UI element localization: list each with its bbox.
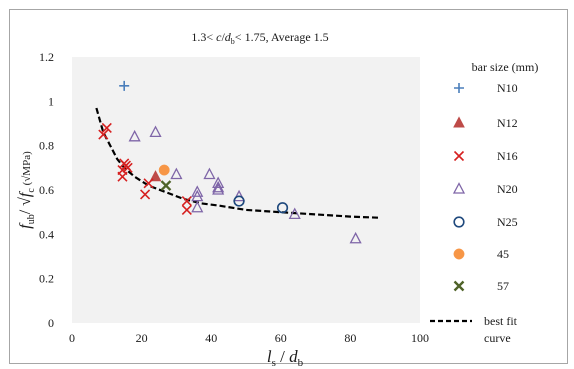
legend-marker-45 bbox=[453, 248, 465, 260]
data-point-n20 bbox=[191, 185, 204, 197]
legend-label-n10: N10 bbox=[497, 81, 518, 95]
legend-label-57: 57 bbox=[497, 279, 509, 293]
legend-label-best-fit-curve: curve bbox=[484, 331, 511, 345]
legend-label-n25: N25 bbox=[497, 215, 518, 229]
x-tick-label: 20 bbox=[136, 331, 148, 345]
y-tick-label: 0.8 bbox=[39, 139, 54, 153]
x-tick-label: 0 bbox=[69, 331, 75, 345]
chart-title: 1.3< c/db< 1.75, Average 1.5 bbox=[191, 30, 328, 46]
legend-label-45: 45 bbox=[497, 247, 509, 261]
data-point-n20 bbox=[170, 167, 183, 180]
plot-area bbox=[72, 57, 420, 323]
x-axis-label: ls / db bbox=[267, 347, 304, 369]
legend-marker-n10 bbox=[454, 83, 464, 93]
data-point-n16 bbox=[181, 204, 192, 216]
data-point-n20 bbox=[288, 207, 301, 220]
data-point-n20 bbox=[191, 189, 204, 202]
legend-marker-57 bbox=[453, 280, 465, 292]
data-point-n20 bbox=[212, 180, 225, 193]
x-tick-label: 60 bbox=[275, 331, 287, 345]
data-points bbox=[98, 80, 362, 244]
y-axis-label: fub/ √fc (√MPa) bbox=[17, 151, 37, 229]
data-point-n16 bbox=[143, 178, 154, 189]
best-fit-curve-line bbox=[95, 107, 379, 219]
legend-title: bar size (mm) bbox=[472, 60, 539, 74]
y-tick-label: 0.2 bbox=[39, 272, 54, 286]
best-fit-curve bbox=[95, 107, 379, 219]
y-tick-label: 0.4 bbox=[39, 227, 54, 241]
legend-label-n20: N20 bbox=[497, 182, 518, 196]
y-tick-label: 1.2 bbox=[39, 50, 54, 64]
data-point-n20 bbox=[128, 129, 141, 142]
data-point-n20 bbox=[191, 200, 204, 213]
legend-label-best-fit: best fit bbox=[484, 314, 518, 328]
data-point-n12 bbox=[149, 170, 162, 182]
data-point-n20 bbox=[232, 189, 246, 202]
data-point-n16 bbox=[140, 189, 151, 200]
data-point-n25 bbox=[233, 195, 245, 207]
x-tick-label: 80 bbox=[344, 331, 356, 345]
legend-marker-n12 bbox=[453, 116, 465, 128]
y-tick-label: 0 bbox=[48, 316, 54, 330]
data-point-n20 bbox=[349, 231, 362, 244]
legend-marker-n25 bbox=[453, 216, 465, 228]
chart-border bbox=[9, 9, 568, 364]
x-tick-label: 40 bbox=[205, 331, 217, 345]
data-point-n20 bbox=[212, 183, 225, 195]
y-tick-label: 1 bbox=[48, 94, 54, 108]
data-point-n10 bbox=[119, 80, 130, 91]
x-tick-label: 100 bbox=[411, 331, 429, 345]
data-point-n16 bbox=[101, 122, 112, 133]
data-point-45 bbox=[158, 164, 170, 176]
data-point-n16 bbox=[122, 162, 133, 173]
data-point-n25 bbox=[276, 202, 289, 214]
y-axis-ticks: 0 0.2 0.4 0.6 0.8 1 1.2 bbox=[39, 50, 54, 330]
data-point-n20 bbox=[203, 167, 216, 180]
legend-marker-n16 bbox=[453, 150, 465, 162]
data-point-57 bbox=[160, 180, 172, 191]
legend: N10 N12 N16 N20 N25 45 57 best fit curve bbox=[430, 81, 518, 345]
x-axis-ticks: 0 20 40 60 80 100 bbox=[69, 331, 429, 345]
data-point-n16 bbox=[98, 129, 109, 140]
data-point-n20 bbox=[212, 176, 225, 189]
data-point-n20 bbox=[149, 125, 162, 138]
data-point-n16 bbox=[181, 196, 192, 207]
legend-label-n16: N16 bbox=[497, 149, 518, 163]
legend-marker-n20 bbox=[452, 182, 466, 194]
legend-label-n12: N12 bbox=[497, 116, 518, 130]
y-tick-label: 0.6 bbox=[39, 183, 54, 197]
